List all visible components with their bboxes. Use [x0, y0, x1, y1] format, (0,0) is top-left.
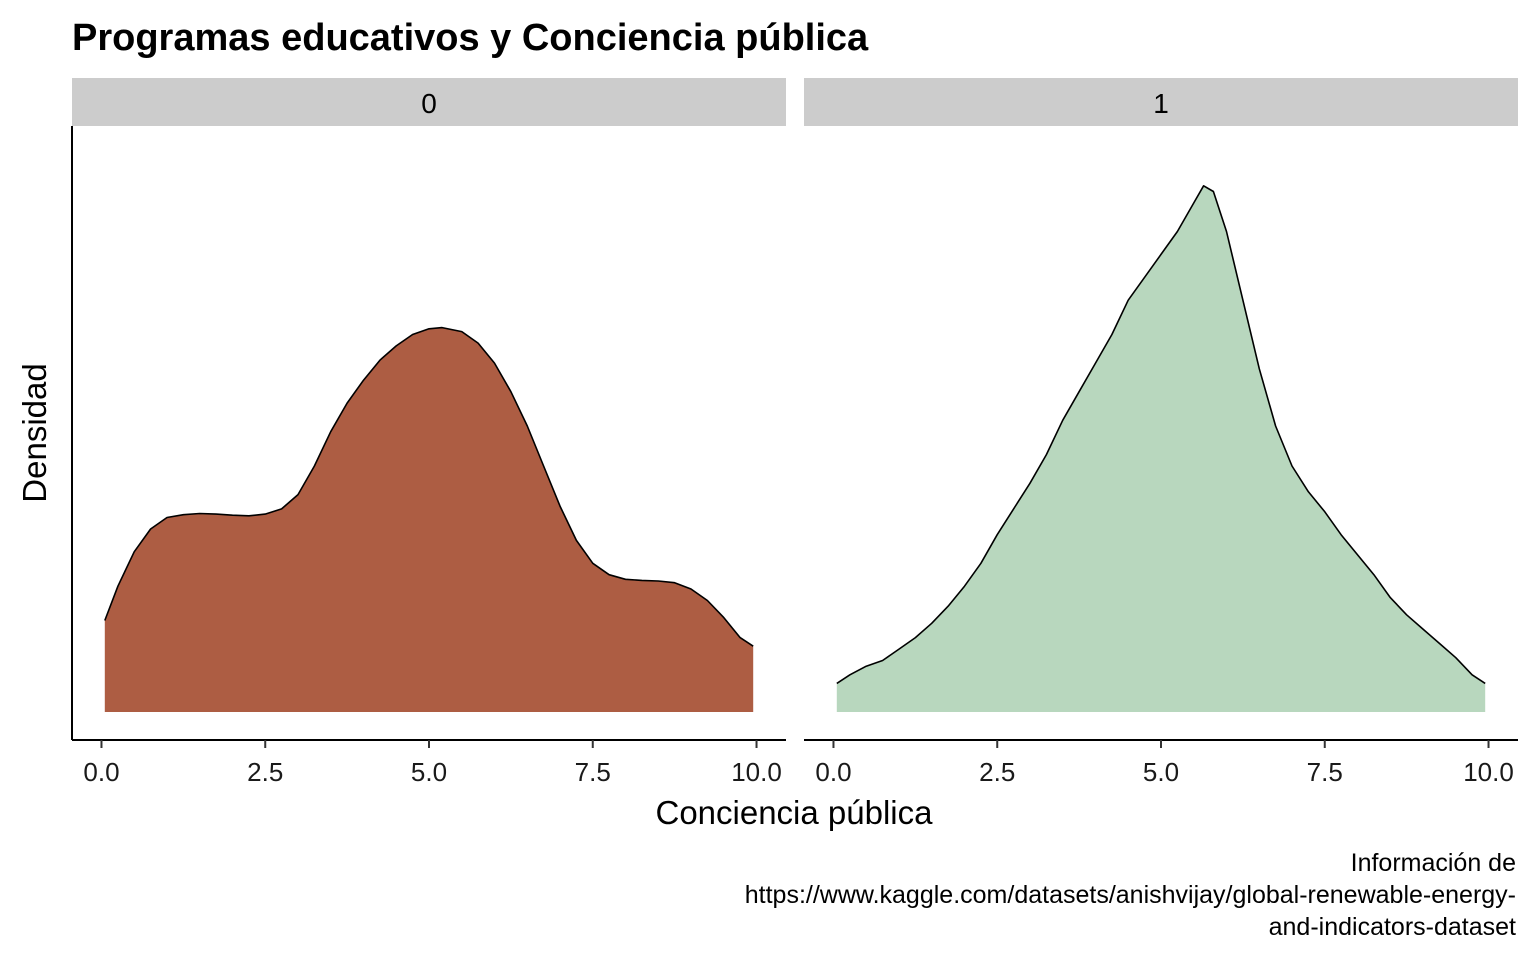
caption-line-2: https://www.kaggle.com/datasets/anishvij… — [745, 881, 1516, 909]
x-tick-label: 5.0 — [1143, 757, 1179, 787]
x-tick-label: 10.0 — [1463, 757, 1514, 787]
density-outline — [104, 326, 754, 647]
density-area — [104, 327, 754, 712]
density-outline — [836, 185, 1486, 685]
x-tick-label: 10.0 — [731, 757, 782, 787]
x-tick-label: 7.5 — [1307, 757, 1343, 787]
x-tick-label: 5.0 — [411, 757, 447, 787]
facet-panel-1: 10.0 2.5 5.0 7.5 10.0 — [804, 78, 1518, 787]
facet-panel-0: 0 0.0 2.5 5.0 7.5 10.0 — [71, 78, 786, 787]
facet-strip-label: 0 — [421, 88, 437, 119]
x-axis-title: Conciencia pública — [655, 794, 933, 831]
facet-strip-label: 1 — [1153, 88, 1169, 119]
chart-title: Programas educativos y Conciencia públic… — [72, 17, 869, 59]
x-tick-label: 0.0 — [815, 757, 851, 787]
x-tick-label: 2.5 — [979, 757, 1015, 787]
caption-line-3: and-indicators-dataset — [1269, 913, 1516, 941]
density-area — [836, 185, 1486, 713]
x-tick-label: 7.5 — [575, 757, 611, 787]
x-tick-label: 2.5 — [247, 757, 283, 787]
facet-strip — [72, 78, 786, 126]
caption: Información de https://www.kaggle.com/da… — [745, 849, 1516, 941]
caption-line-1: Información de — [1351, 849, 1516, 877]
facet-panels: 00.0 2.5 5.0 7.5 10.010.0 2.5 5.0 7.5 10.0 — [71, 78, 1518, 787]
facet-strip — [804, 78, 1518, 126]
y-axis-title: Densidad — [16, 363, 53, 502]
x-tick-label: 0.0 — [83, 757, 119, 787]
